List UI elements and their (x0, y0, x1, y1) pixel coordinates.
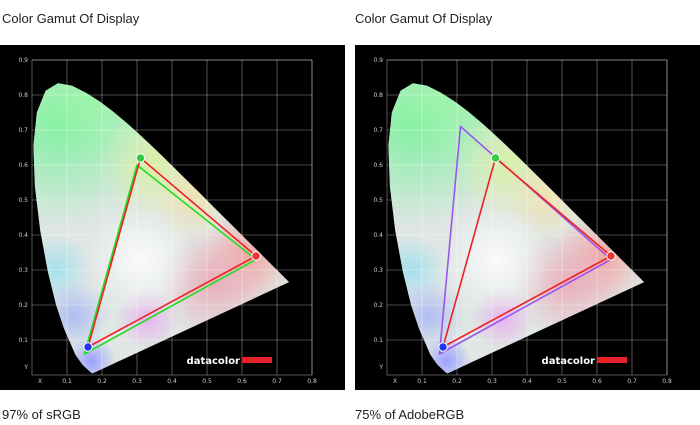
primary-point (606, 251, 616, 261)
y-tick-label: 0.3 (373, 267, 383, 274)
chart-title: Color Gamut Of Display (2, 11, 140, 26)
datacolor-logo: datacolor (542, 356, 596, 367)
primary-point (83, 342, 93, 352)
x-tick-label: 0.3 (132, 378, 142, 385)
y-tick-label: 0.8 (373, 92, 383, 99)
gamut-triangle-2 (442, 157, 612, 348)
x-tick-label: 0.5 (202, 378, 212, 385)
x-tick-label: 0.2 (97, 378, 107, 385)
y-tick-label: 0.1 (373, 337, 383, 344)
primary-point (135, 153, 146, 163)
spectral-locus (388, 83, 645, 374)
y-tick-label: 0.5 (18, 197, 28, 204)
y-tick-label: 0.7 (18, 127, 28, 134)
primary-point (251, 251, 261, 261)
y-tick-label: 0.4 (373, 232, 383, 239)
y-tick-label: 0.2 (373, 302, 383, 309)
datacolor-logo-bar (242, 357, 272, 363)
y-tick-label: 0.6 (18, 162, 28, 169)
chromaticity-chart: 0.1 0.2 0.3 0.4 0.5 0.6 0.7 0.8 0.1 0.2 0.3 0.4 0.5 0… (373, 57, 672, 385)
y-tick-label: 0.4 (18, 232, 28, 239)
x-tick-label: 0.2 (452, 378, 462, 385)
x-axis-label: X (393, 378, 397, 385)
x-tick-label: 0.5 (557, 378, 567, 385)
y-tick-label: 0.7 (373, 127, 383, 134)
y-axis-label: Y (23, 364, 28, 371)
y-axis-label: Y (378, 364, 383, 371)
datacolor-logo-bar (597, 357, 627, 363)
spectral-locus (33, 83, 290, 374)
x-tick-label: 0.4 (167, 378, 177, 385)
gamut-triangle-1 (83, 164, 257, 355)
x-tick-label: 0.4 (522, 378, 532, 385)
chromaticity-plot: 0.1 0.2 0.3 0.4 0.5 0.6 0.7 0.8 0.1 0.2 0.3 0.4 0.5 0… (0, 45, 345, 390)
grid-lines (32, 59, 313, 375)
y-tick-label: 0.9 (373, 57, 383, 64)
datacolor-logo: datacolor (187, 356, 241, 367)
y-tick-label: 0.2 (18, 302, 28, 309)
y-tick-label: 0.3 (18, 267, 28, 274)
y-tick-label: 0.9 (18, 57, 28, 64)
chromaticity-chart: 0.1 0.2 0.3 0.4 0.5 0.6 0.7 0.8 0.1 0.2 0.3 0.4 0.5 0… (18, 57, 317, 385)
x-axis-label: X (38, 378, 42, 385)
x-tick-label: 0.1 (417, 378, 427, 385)
x-tick-label: 0.6 (237, 378, 247, 385)
plot-frame (386, 59, 668, 376)
primary-point (490, 153, 501, 163)
y-tick-label: 0.6 (373, 162, 383, 169)
gamut-coverage-caption: 75% of AdobeRGB (355, 407, 465, 422)
x-tick-label: 0.8 (307, 378, 317, 385)
x-tick-label: 0.1 (62, 378, 72, 385)
x-tick-label: 0.7 (272, 378, 282, 385)
gamut-panel-srgb: Color Gamut Of Display 0.1 0.2 0.3 0.4 0.5 0.… (0, 0, 345, 425)
gamut-panel-adobergb: Color Gamut Of Display 0.1 0.2 0.3 0.4 0.5 0.… (355, 0, 700, 425)
gamut-coverage-caption: 97% of sRGB (2, 407, 81, 422)
chromaticity-plot: 0.1 0.2 0.3 0.4 0.5 0.6 0.7 0.8 0.1 0.2 0.3 0.4 0.5 0… (355, 45, 700, 390)
chart-title: Color Gamut Of Display (355, 11, 493, 26)
y-tick-label: 0.5 (373, 197, 383, 204)
plot-frame (31, 59, 313, 376)
x-tick-label: 0.8 (662, 378, 672, 385)
x-tick-label: 0.6 (592, 378, 602, 385)
gamut-triangle-2 (87, 157, 257, 348)
x-tick-label: 0.3 (487, 378, 497, 385)
y-tick-label: 0.8 (18, 92, 28, 99)
primary-point (438, 342, 448, 352)
x-tick-label: 0.7 (627, 378, 637, 385)
y-tick-label: 0.1 (18, 337, 28, 344)
